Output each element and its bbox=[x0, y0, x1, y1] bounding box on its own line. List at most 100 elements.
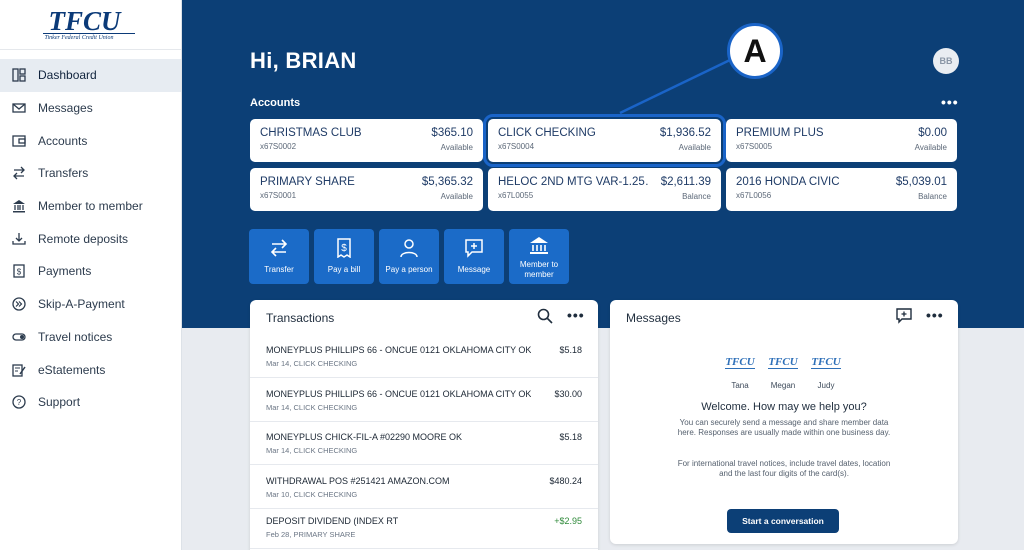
sidebar-item-label: Transfers bbox=[38, 166, 89, 181]
sidebar: TFCU Tinker Federal Credit Union Dashboa… bbox=[0, 0, 182, 550]
balance-type: Available bbox=[440, 192, 473, 201]
transaction-description: MONEYPLUS CHICK-FIL-A #02290 MOORE OK bbox=[266, 432, 463, 442]
sidebar-item-member-to-member[interactable]: Member to member bbox=[0, 190, 181, 223]
balance-type: Available bbox=[440, 143, 473, 152]
envelope-icon bbox=[12, 101, 26, 115]
sidebar-item-travel-notices[interactable]: Travel notices bbox=[0, 321, 181, 354]
bank-icon bbox=[530, 237, 548, 254]
transfer-arrows-icon bbox=[12, 166, 26, 180]
search-icon[interactable] bbox=[537, 308, 553, 324]
account-name: HELOC 2ND MTG VAR-1.25… bbox=[498, 176, 648, 188]
transaction-row[interactable]: WITHDRAWAL POS #251421 AMAZON.COM Mar 10… bbox=[250, 466, 598, 509]
quick-action-message[interactable]: Message bbox=[444, 229, 504, 284]
quick-action-member-to-member[interactable]: Member to member bbox=[509, 229, 569, 284]
sidebar-item-remote-deposits[interactable]: Remote deposits bbox=[0, 222, 181, 255]
transaction-row[interactable]: MONEYPLUS PHILLIPS 66 - ONCUE 0121 OKLAH… bbox=[250, 379, 598, 422]
sidebar-item-label: Payments bbox=[38, 264, 92, 279]
staff-name: Megan bbox=[770, 381, 796, 390]
logo-text: TFCU bbox=[48, 5, 121, 36]
sidebar-item-label: Support bbox=[38, 395, 81, 410]
quick-action-pay-bill[interactable]: $ Pay a bill bbox=[314, 229, 374, 284]
quick-action-label: Pay a bill bbox=[327, 265, 361, 274]
account-name: CHRISTMAS CLUB bbox=[260, 127, 362, 139]
sidebar-item-accounts[interactable]: Accounts bbox=[0, 124, 181, 157]
bank-icon bbox=[12, 199, 26, 213]
skip-forward-icon bbox=[12, 297, 26, 311]
transaction-meta: Mar 14, CLICK CHECKING bbox=[266, 359, 358, 368]
sidebar-nav: Dashboard Messages Accounts Transfers Me… bbox=[0, 50, 181, 419]
logo-underline bbox=[42, 32, 135, 34]
messages-more-icon[interactable]: ••• bbox=[926, 307, 944, 323]
account-balance: $5,365.32 bbox=[421, 176, 473, 188]
messages-welcome: Welcome. How may we help you? bbox=[701, 401, 867, 413]
quick-action-transfer[interactable]: Transfer bbox=[249, 229, 309, 284]
staff-name: Judy bbox=[817, 381, 835, 390]
account-number: x67L0055 bbox=[498, 191, 534, 200]
account-balance: $5,039.01 bbox=[895, 176, 947, 188]
transaction-amount: +$2.95 bbox=[554, 516, 582, 526]
question-circle-icon: ? bbox=[12, 395, 26, 409]
dashboard-icon bbox=[12, 68, 26, 82]
account-balance: $0.00 bbox=[918, 127, 947, 139]
messages-title: Messages bbox=[626, 311, 681, 325]
sidebar-item-transfers[interactable]: Transfers bbox=[0, 157, 181, 190]
download-tray-icon bbox=[12, 232, 26, 246]
svg-text:?: ? bbox=[17, 398, 22, 407]
account-card-premium-plus[interactable]: PREMIUM PLUS x67S0005 $0.00 Available bbox=[726, 119, 957, 162]
account-card-heloc[interactable]: HELOC 2ND MTG VAR-1.25… x67L0055 $2,611.… bbox=[488, 168, 721, 211]
transactions-title: Transactions bbox=[266, 311, 335, 325]
transactions-panel: Transactions ••• MONEYPLUS PHILLIPS 66 -… bbox=[250, 300, 598, 550]
sidebar-item-skip-a-payment[interactable]: Skip-A-Payment bbox=[0, 288, 181, 321]
transaction-description: MONEYPLUS PHILLIPS 66 - ONCUE 0121 OKLAH… bbox=[266, 389, 532, 399]
staff-name: Tana bbox=[731, 381, 749, 390]
balance-type: Available bbox=[914, 143, 947, 152]
account-card-click-checking[interactable]: CLICK CHECKING x67S0004 $1,936.52 Availa… bbox=[483, 114, 726, 167]
quick-action-pay-person[interactable]: Pay a person bbox=[379, 229, 439, 284]
account-card-christmas-club[interactable]: CHRISTMAS CLUB x67S0002 $365.10 Availabl… bbox=[250, 119, 483, 162]
sidebar-item-label: eStatements bbox=[38, 362, 106, 377]
sidebar-item-dashboard[interactable]: Dashboard bbox=[0, 59, 181, 92]
sidebar-item-payments[interactable]: $ Payments bbox=[0, 255, 181, 288]
transaction-row[interactable]: DEPOSIT DIVIDEND (INDEX RT Feb 28, PRIMA… bbox=[250, 506, 598, 549]
dollar-document-icon: $ bbox=[12, 264, 26, 279]
toggle-icon bbox=[12, 330, 26, 344]
account-balance: $1,936.52 bbox=[659, 127, 711, 139]
transaction-row[interactable]: MONEYPLUS PHILLIPS 66 - ONCUE 0121 OKLAH… bbox=[250, 335, 598, 378]
account-balance: $365.10 bbox=[431, 127, 473, 139]
messages-travel-text: For international travel notices, includ… bbox=[677, 459, 891, 478]
account-number: x67S0005 bbox=[736, 142, 773, 151]
sidebar-item-label: Travel notices bbox=[38, 329, 113, 344]
transaction-meta: Mar 10, CLICK CHECKING bbox=[266, 490, 358, 499]
sidebar-item-estatements[interactable]: eStatements bbox=[0, 353, 181, 386]
accounts-more-icon[interactable]: ••• bbox=[941, 94, 959, 110]
person-icon bbox=[400, 239, 418, 258]
start-conversation-button[interactable]: Start a conversation bbox=[727, 509, 839, 533]
account-name: PREMIUM PLUS bbox=[736, 127, 824, 139]
transfer-arrows-icon bbox=[270, 239, 288, 257]
account-card-primary-share[interactable]: PRIMARY SHARE x67S0001 $5,365.32 Availab… bbox=[250, 168, 483, 211]
message-plus-icon bbox=[465, 239, 483, 258]
document-edit-icon bbox=[12, 363, 26, 377]
account-name: CLICK CHECKING bbox=[498, 127, 596, 139]
sidebar-item-messages[interactable]: Messages bbox=[0, 92, 181, 125]
account-name: 2016 HONDA CIVIC bbox=[736, 176, 840, 188]
logo[interactable]: TFCU Tinker Federal Credit Union bbox=[0, 0, 181, 50]
sidebar-item-support[interactable]: ? Support bbox=[0, 386, 181, 419]
account-number: x67S0004 bbox=[498, 142, 535, 151]
transaction-description: MONEYPLUS PHILLIPS 66 - ONCUE 0121 OKLAH… bbox=[266, 345, 532, 355]
transaction-row[interactable]: MONEYPLUS CHICK-FIL-A #02290 MOORE OK Ma… bbox=[250, 422, 598, 465]
greeting: Hi, BRIAN bbox=[250, 48, 357, 73]
account-card-honda-civic[interactable]: 2016 HONDA CIVIC x67L0056 $5,039.01 Bala… bbox=[726, 168, 957, 211]
staff-member-megan: TFCU Megan bbox=[763, 352, 803, 390]
transaction-description: DEPOSIT DIVIDEND (INDEX RT bbox=[266, 516, 399, 526]
account-name: PRIMARY SHARE bbox=[260, 176, 355, 188]
sidebar-item-label: Accounts bbox=[38, 133, 88, 148]
callout-badge: A bbox=[727, 23, 783, 79]
balance-type: Available bbox=[678, 143, 711, 152]
sidebar-item-label: Member to member bbox=[38, 199, 143, 214]
new-message-icon[interactable] bbox=[896, 308, 912, 324]
transactions-more-icon[interactable]: ••• bbox=[567, 307, 585, 323]
avatar[interactable]: BB bbox=[933, 48, 959, 74]
quick-action-label: Transfer bbox=[264, 265, 294, 274]
transaction-amount: $30.00 bbox=[554, 389, 582, 399]
